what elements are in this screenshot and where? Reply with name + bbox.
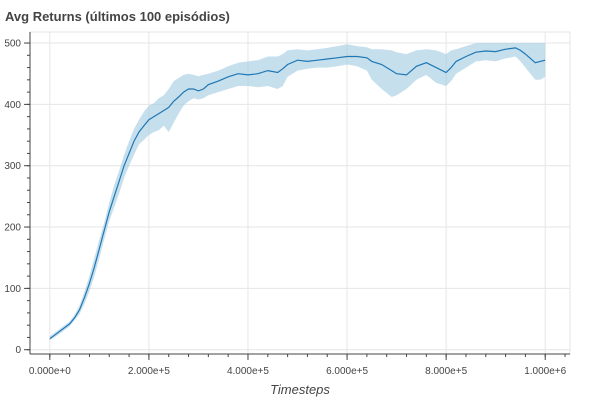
plot-area-border	[30, 32, 570, 354]
y-ticks: 0 100 200 300 400 500	[4, 39, 30, 357]
x-tick-label-1: 2.000e+5	[128, 366, 170, 377]
y-tick-label-3: 300	[4, 161, 21, 172]
x-tick-label-5: 1.000e+6	[524, 366, 566, 377]
y-tick-label-4: 400	[4, 100, 21, 111]
x-axis-label: Timesteps	[270, 382, 330, 397]
x-tick-label-2: 4.000e+5	[227, 366, 269, 377]
y-tick-label-0: 0	[15, 345, 21, 356]
x-tick-label-0: 0.000e+0	[29, 366, 71, 377]
y-tick-label-2: 200	[4, 223, 21, 234]
x-tick-label-3: 6.000e+5	[326, 366, 368, 377]
y-tick-label-1: 100	[4, 284, 21, 295]
x-ticks: 0.000e+0 2.000e+5 4.000e+5 6.000e+5 8.000e+5…	[29, 354, 567, 377]
x-tick-label-4: 8.000e+5	[425, 366, 467, 377]
y-tick-label-5: 500	[4, 39, 21, 50]
